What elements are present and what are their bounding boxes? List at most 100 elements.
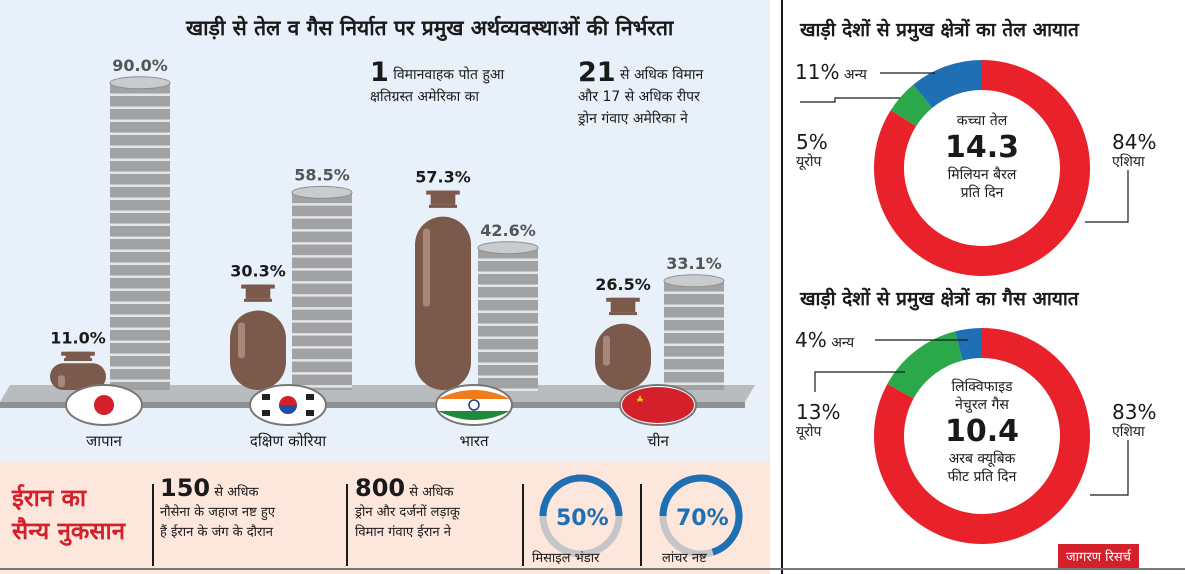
cylinder-value-label: 11.0% bbox=[50, 329, 106, 348]
aircraft-note: 21 से अधिक विमान और 17 से अधिक रीपर ड्रो… bbox=[578, 59, 704, 130]
oil-center: कच्चा तेल 14.3 मिलियन बैरल प्रति दिन bbox=[912, 112, 1052, 202]
cylinder-value-label: 26.5% bbox=[595, 275, 651, 294]
gas-cylinder-bar bbox=[230, 284, 286, 390]
oil-asia-name: एशिया bbox=[1112, 154, 1145, 170]
korea-flag-icon bbox=[249, 384, 327, 426]
carrier-note: 1 विमानवाहक पोत हुआ क्षतिग्रस्त अमेरिका … bbox=[370, 59, 505, 108]
gauge-fill bbox=[659, 474, 743, 556]
cylinder-value-label: 30.3% bbox=[230, 262, 286, 281]
oil-center-value: 14.3 bbox=[944, 130, 1020, 165]
aircraft-line3: ड्रोन गंवाए अमेरिका ने bbox=[578, 111, 688, 127]
strip-separator bbox=[346, 484, 348, 566]
oil-asia-pct: 84% bbox=[1112, 130, 1157, 154]
aircraft-line1: से अधिक विमान bbox=[620, 67, 704, 83]
oil-other-label: 11% अन्य bbox=[795, 62, 867, 85]
barrel-value-label: 58.5% bbox=[294, 165, 350, 184]
country-label: जापान bbox=[86, 432, 122, 450]
gas-europe-pct: 13% bbox=[796, 400, 841, 424]
gas-donut-slice-अन्य bbox=[955, 328, 982, 361]
oil-barrel-stack-bar bbox=[291, 185, 353, 390]
oil-donut-slice-यूरोप bbox=[890, 84, 933, 127]
drone-loss: 800 से अधिक ड्रोन और दर्जनों लड़ाकू विमा… bbox=[355, 476, 460, 543]
leader-line bbox=[814, 371, 905, 392]
gas-asia-name: एशिया bbox=[1112, 424, 1145, 440]
oil-barrel-stack-bar bbox=[109, 76, 171, 391]
oil-donut-slice-अन्य bbox=[913, 60, 982, 108]
oil-europe-pct: 5% bbox=[796, 130, 828, 154]
iran-loss-title: ईरान का सैन्य नुकसान bbox=[12, 482, 125, 548]
gas-donut-slice-यूरोप bbox=[887, 331, 963, 399]
missile-gauge-value: 50% bbox=[556, 506, 609, 531]
leader-line bbox=[800, 97, 900, 103]
gas-center-line3: फीट प्रति दिन bbox=[947, 469, 1017, 485]
shelf-edge bbox=[0, 402, 745, 408]
oil-center-line1: कच्चा तेल bbox=[956, 113, 1008, 129]
gas-asia-label: 83% एशिया bbox=[1112, 402, 1156, 442]
iran-title-line1: ईरान का bbox=[12, 484, 87, 512]
gas-center-line2: अरब क्यूबिक bbox=[948, 451, 1016, 467]
barrel-value-label: 33.1% bbox=[666, 254, 722, 273]
drone-loss-line1: से अधिक bbox=[409, 485, 454, 500]
gas-other-label: 4% अन्य bbox=[795, 330, 854, 353]
navy-loss-line1: से अधिक bbox=[214, 485, 259, 500]
gauge-fill bbox=[539, 474, 623, 517]
china-flag-icon bbox=[619, 384, 697, 426]
country-label: दक्षिण कोरिया bbox=[250, 432, 327, 450]
cylinder-value-label: 57.3% bbox=[415, 168, 471, 187]
gas-center-line1b: नेचुरल गैस bbox=[955, 397, 1009, 413]
oil-europe-label: 5% यूरोप bbox=[796, 132, 828, 172]
carrier-line1: विमानवाहक पोत हुआ bbox=[393, 67, 505, 83]
gas-import-title: खाड़ी देशों से प्रमुख क्षेत्रों का गैस आ… bbox=[800, 288, 1079, 310]
carrier-count: 1 bbox=[370, 57, 389, 88]
oil-asia-label: 84% एशिया bbox=[1112, 132, 1156, 172]
iran-title-line2: सैन्य नुकसान bbox=[12, 517, 126, 545]
drone-loss-count: 800 bbox=[355, 474, 406, 502]
japan-flag-icon bbox=[65, 384, 143, 426]
oil-other-name: अन्य bbox=[843, 67, 867, 83]
gas-center-line1: लिक्विफाइड bbox=[951, 379, 1013, 395]
panel-divider bbox=[781, 0, 783, 574]
aircraft-count: 21 bbox=[578, 57, 616, 88]
launcher-gauge-label: लांचर नष्ट bbox=[662, 551, 707, 566]
india-flag-icon bbox=[435, 384, 513, 426]
gas-other-pct: 4% bbox=[795, 328, 827, 352]
gas-asia-pct: 83% bbox=[1112, 400, 1157, 424]
source-badge: जागरण रिसर्च bbox=[1058, 544, 1139, 568]
gas-center: लिक्विफाइड नेचुरल गैस 10.4 अरब क्यूबिक फ… bbox=[912, 378, 1052, 486]
strip-separator bbox=[640, 484, 642, 566]
oil-barrel-stack-bar bbox=[477, 241, 539, 392]
gas-cylinder-bar bbox=[595, 297, 651, 390]
strip-separator bbox=[522, 484, 524, 566]
oil-barrel-stack-bar bbox=[663, 274, 725, 390]
gas-europe-name: यूरोप bbox=[796, 424, 822, 440]
shelf bbox=[0, 385, 755, 402]
aircraft-line2: और 17 से अधिक रीपर bbox=[578, 89, 700, 105]
gas-cylinder-bar bbox=[50, 351, 106, 390]
bottom-rule bbox=[0, 568, 1185, 570]
barrel-value-label: 42.6% bbox=[480, 221, 536, 240]
gauge-layer bbox=[539, 474, 743, 558]
drone-loss-line3: विमान गंवाए ईरान ने bbox=[355, 525, 451, 540]
navy-loss: 150 से अधिक नौसेना के जहाज नष्ट हुए हैं … bbox=[160, 476, 275, 543]
launcher-gauge-value: 70% bbox=[676, 506, 729, 531]
gas-other-name: अन्य bbox=[831, 335, 855, 351]
navy-loss-line3: हैं ईरान के जंग के दौरान bbox=[160, 525, 273, 540]
oil-europe-name: यूरोप bbox=[796, 154, 822, 170]
navy-loss-count: 150 bbox=[160, 474, 211, 502]
country-label: चीन bbox=[647, 432, 669, 450]
oil-center-line2: मिलियन बैरल bbox=[947, 167, 1017, 183]
drone-loss-line2: ड्रोन और दर्जनों लड़ाकू bbox=[355, 505, 460, 520]
oil-other-pct: 11% bbox=[795, 60, 840, 84]
barrel-value-label: 90.0% bbox=[112, 56, 168, 75]
oil-center-line3: प्रति दिन bbox=[960, 185, 1004, 201]
gas-europe-label: 13% यूरोप bbox=[796, 402, 840, 442]
chart-title: खाड़ी से तेल व गैस निर्यात पर प्रमुख अर्… bbox=[186, 16, 674, 40]
navy-loss-line2: नौसेना के जहाज नष्ट हुए bbox=[160, 505, 275, 520]
strip-separator bbox=[152, 484, 154, 566]
carrier-line2: क्षतिग्रस्त अमेरिका का bbox=[370, 89, 480, 105]
country-label: भारत bbox=[459, 432, 489, 450]
leader-line bbox=[1090, 440, 1129, 496]
missile-gauge-label: मिसाइल भंडार bbox=[532, 551, 600, 566]
